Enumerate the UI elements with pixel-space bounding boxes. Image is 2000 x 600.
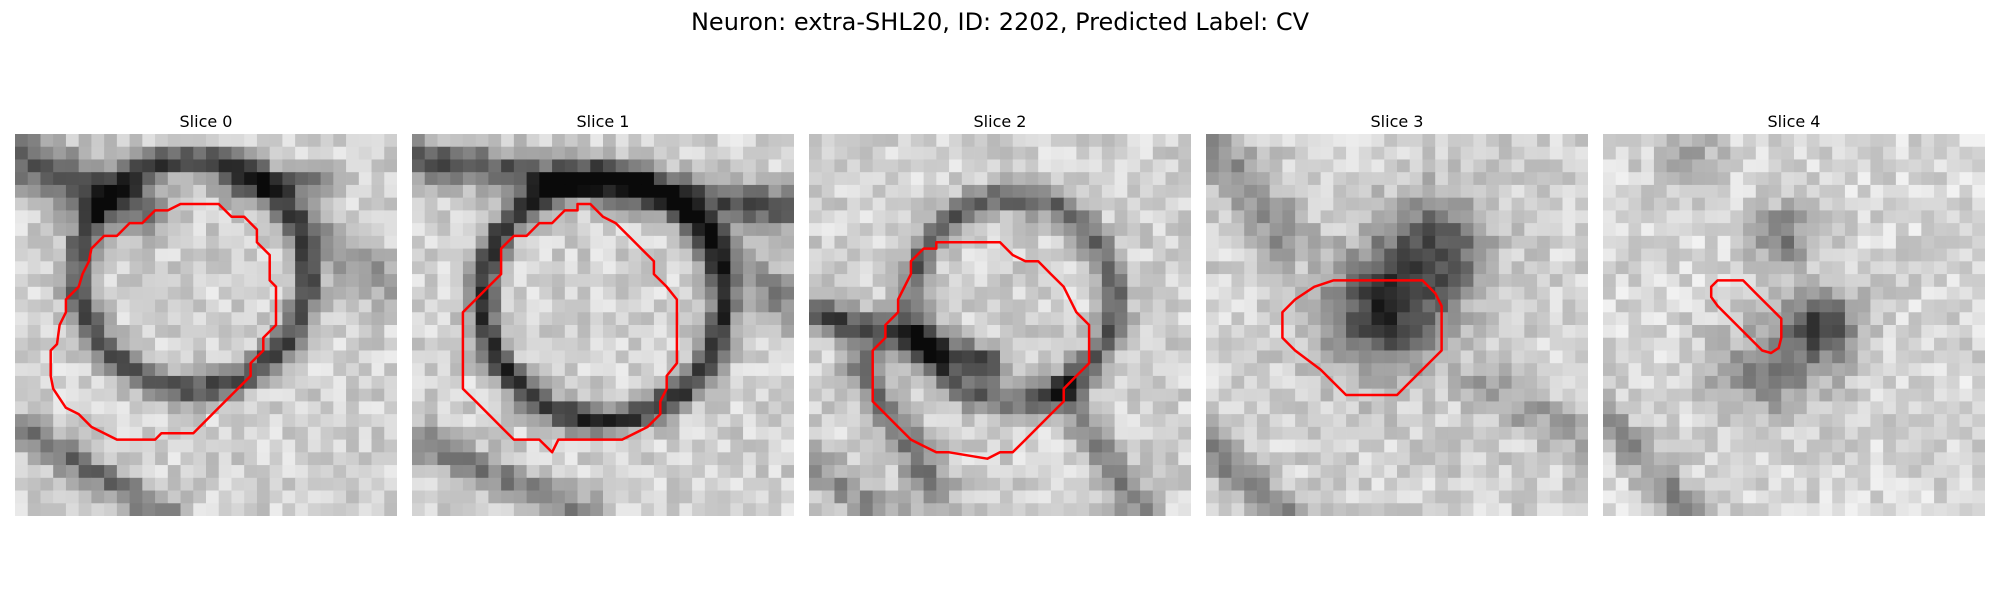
slice-title: Slice 4 bbox=[1767, 112, 1821, 131]
slice-title: Slice 0 bbox=[179, 112, 233, 131]
grayscale-pixels bbox=[1206, 134, 1588, 516]
segmentation-contour bbox=[1281, 279, 1443, 397]
grayscale-pixels bbox=[1603, 134, 1985, 516]
slice-title: Slice 3 bbox=[1370, 112, 1424, 131]
grayscale-pixels bbox=[809, 134, 1191, 516]
grayscale-pixels bbox=[15, 134, 397, 516]
segmentation-contour bbox=[461, 202, 679, 454]
segmentation-contour bbox=[1709, 279, 1783, 355]
figure-title: Neuron: extra-SHL20, ID: 2202, Predicted… bbox=[690, 8, 1310, 36]
slice-panel-0: Slice 0 bbox=[15, 110, 397, 516]
slice-title: Slice 2 bbox=[973, 112, 1027, 131]
slice-image bbox=[1206, 134, 1588, 516]
slice-image bbox=[809, 134, 1191, 516]
segmentation-contour bbox=[49, 202, 278, 441]
slice-panel-3: Slice 3 bbox=[1206, 110, 1588, 516]
grayscale-pixels bbox=[412, 134, 794, 516]
slice-panel-4: Slice 4 bbox=[1603, 110, 1985, 516]
slice-panel-1: Slice 1 bbox=[412, 110, 794, 516]
slice-image bbox=[1603, 134, 1985, 516]
slice-title: Slice 1 bbox=[576, 112, 630, 131]
slice-image bbox=[15, 134, 397, 516]
slice-panel-2: Slice 2 bbox=[809, 110, 1191, 516]
segmentation-contour bbox=[871, 240, 1091, 460]
slice-image bbox=[412, 134, 794, 516]
